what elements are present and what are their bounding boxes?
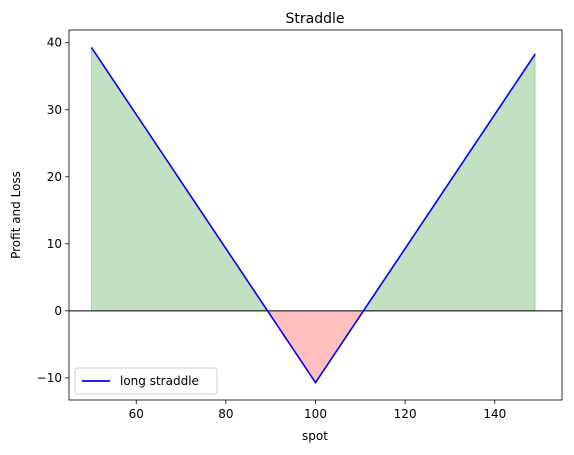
y-tick-label: 30 <box>47 103 62 117</box>
x-tick-label: 100 <box>304 407 327 421</box>
x-tick-label: 80 <box>218 407 233 421</box>
y-axis: −10 0 10 20 30 40 <box>37 36 69 385</box>
chart-title: Straddle <box>286 11 345 27</box>
x-tick-label: 120 <box>394 407 417 421</box>
plot-area <box>69 45 562 385</box>
y-tick-label: −10 <box>37 371 62 385</box>
y-tick-label: 10 <box>47 237 62 251</box>
x-axis-label: spot <box>302 429 328 443</box>
x-axis: 60 80 100 120 140 <box>129 400 506 421</box>
x-tick-label: 140 <box>483 407 506 421</box>
y-tick-label: 20 <box>47 170 62 184</box>
legend-label: long straddle <box>120 374 199 388</box>
series-line-long-straddle <box>90 46 536 385</box>
legend-box <box>74 367 218 395</box>
y-tick-label: 40 <box>47 36 62 50</box>
x-tick-label: 60 <box>129 407 144 421</box>
y-axis-label: Profit and Loss <box>9 171 23 259</box>
legend: long straddle <box>74 367 218 395</box>
y-tick-label: 0 <box>54 304 62 318</box>
